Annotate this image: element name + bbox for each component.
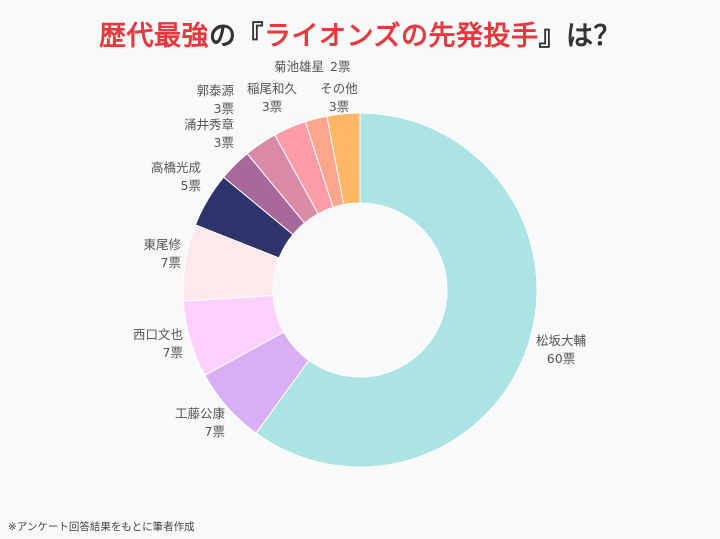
slice-label-name: 菊池雄星 (274, 59, 324, 74)
slice-label-name: 西口文也 (133, 327, 183, 342)
slice-label-name: その他 (320, 81, 358, 96)
slice-label-name: 涌井秀章 (184, 117, 234, 132)
chart-title: 歴代最強の『ライオンズの先発投手』は？ (0, 14, 720, 53)
slice-label-value: 60票 (547, 351, 575, 366)
slice-label-value: 2票 (330, 59, 350, 74)
donut-slices (182, 112, 538, 468)
slice-label-value: 3票 (262, 99, 282, 114)
slice-label-value: 3票 (329, 99, 349, 114)
slice-label-name: 高橋光成 (151, 160, 201, 175)
footnote: ※アンケート回答結果をもとに筆者作成 (8, 521, 195, 533)
slice-label-value: 3票 (214, 135, 234, 150)
slice-label-name: 東尾修 (143, 237, 181, 252)
slice-1 (255, 112, 538, 468)
title-part-1: 歴代最強 (99, 21, 210, 52)
slice-label-value: 5票 (181, 178, 201, 193)
title-part-2: の『 (209, 21, 265, 52)
slice-label-name: 松坂大輔 (536, 333, 586, 348)
slice-label-value: 7票 (161, 255, 181, 270)
slice-label-name: 工藤公康 (175, 406, 226, 421)
title-part-4: 』は？ (538, 21, 621, 52)
slice-label-name: 稲尾和久 (247, 81, 298, 96)
slice-10 (326, 112, 361, 206)
slice-label-value: 7票 (205, 424, 225, 439)
title-part-3: ライオンズの先発投手 (264, 21, 539, 52)
slice-label-value: 7票 (163, 345, 183, 360)
slice-label-value: 3票 (214, 101, 234, 116)
slice-labels: 松坂大輔60票工藤公康7票西口文也7票東尾修7票高橋光成5票涌井秀章3票郭泰源3… (133, 59, 586, 439)
slice-label-name: 郭泰源 (196, 83, 234, 98)
